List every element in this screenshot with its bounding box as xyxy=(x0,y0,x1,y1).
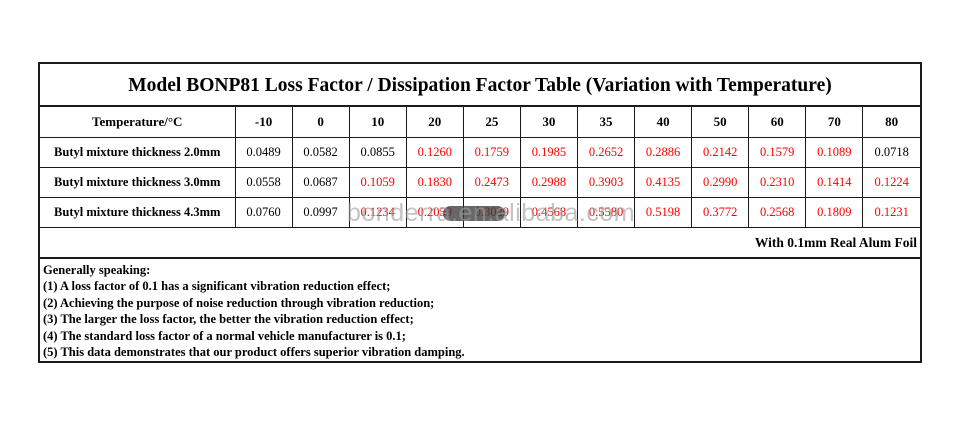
note-line: (3) The larger the loss factor, the bett… xyxy=(43,312,414,326)
note-line: (1) A loss factor of 0.1 has a significa… xyxy=(43,279,391,293)
row-label: Butyl mixture thickness 2.0mm xyxy=(40,136,236,168)
temperature-header-cell: 70 xyxy=(805,107,864,138)
alum-foil-note: With 0.1mm Real Alum Foil xyxy=(40,228,920,259)
table-body: Butyl mixture thickness 2.0mm 0.0489 0.058… xyxy=(40,136,920,228)
value-cell: 0.2886 xyxy=(634,136,693,168)
value-cell: 0.1579 xyxy=(748,136,807,168)
value-cell: 0.3029 xyxy=(462,196,521,228)
value-cell: 0.1830 xyxy=(405,166,464,198)
row-label: Butyl mixture thickness 4.3mm xyxy=(40,196,236,228)
temperature-header-row: Temperature/°C -10 0 10 20 25 30 35 40 50 60 70 80 xyxy=(40,107,920,138)
temperature-header-cell: 35 xyxy=(576,107,636,138)
temperature-header-cell: 10 xyxy=(348,107,407,138)
value-cell: 0.1985 xyxy=(519,136,578,168)
temperature-header-cell: 80 xyxy=(862,107,920,138)
notes-section: Generally speaking: (1) A loss factor of… xyxy=(40,259,920,361)
value-cell: 0.4135 xyxy=(634,166,693,198)
value-cell: 0.1234 xyxy=(348,196,407,228)
temperature-header-cell: 20 xyxy=(405,107,464,138)
temperature-header-cell: 40 xyxy=(634,107,693,138)
note-line: (5) This data demonstrates that our prod… xyxy=(43,345,465,359)
temperature-header-label: Temperature/°C xyxy=(40,107,236,138)
value-cell: 0.4568 xyxy=(519,196,578,228)
temperature-header-cell: 0 xyxy=(291,107,350,138)
value-cell: 0.0687 xyxy=(291,166,350,198)
value-cell: 0.2652 xyxy=(576,136,636,168)
table-row: Butyl mixture thickness 4.3mm 0.0760 0.099… xyxy=(40,196,920,228)
value-cell: 0.2142 xyxy=(691,136,750,168)
value-cell: 0.2568 xyxy=(748,196,807,228)
temperature-header-cell: -10 xyxy=(234,107,293,138)
value-cell: 0.3903 xyxy=(576,166,636,198)
value-cell: 0.5580 xyxy=(576,196,636,228)
value-cell: 0.5198 xyxy=(634,196,693,228)
note-line: (2) Achieving the purpose of noise reduc… xyxy=(43,295,435,310)
value-cell: 0.0760 xyxy=(234,196,293,228)
loss-factor-table-sheet: Model BONP81 Loss Factor / Dissipation F… xyxy=(38,62,922,363)
value-cell: 0.1089 xyxy=(805,136,864,168)
value-cell: 0.1260 xyxy=(405,136,464,168)
table-row: Butyl mixture thickness 3.0mm 0.0558 0.068… xyxy=(40,166,920,198)
value-cell: 0.2059 xyxy=(405,196,464,228)
temperature-header-cell: 30 xyxy=(519,107,578,138)
table-title: Model BONP81 Loss Factor / Dissipation F… xyxy=(40,64,920,107)
value-cell: 0.0718 xyxy=(862,136,920,168)
value-cell: 0.1224 xyxy=(862,166,920,198)
value-cell: 0.3772 xyxy=(691,196,750,228)
value-cell: 0.2473 xyxy=(462,166,521,198)
value-cell: 0.2988 xyxy=(519,166,578,198)
note-line: (4) The standard loss factor of a normal… xyxy=(43,328,406,343)
value-cell: 0.0582 xyxy=(291,136,350,168)
notes-heading: Generally speaking: xyxy=(43,262,151,277)
value-cell: 0.1414 xyxy=(805,166,864,198)
value-cell: 0.0855 xyxy=(348,136,407,168)
value-cell: 0.1809 xyxy=(805,196,864,228)
value-cell: 0.0997 xyxy=(291,196,350,228)
value-cell: 0.1759 xyxy=(462,136,521,168)
value-cell: 0.1231 xyxy=(862,196,920,228)
row-label: Butyl mixture thickness 3.0mm xyxy=(40,166,236,198)
value-cell: 0.0489 xyxy=(234,136,293,168)
value-cell: 0.1059 xyxy=(348,166,407,198)
loss-factor-table: Temperature/°C -10 0 10 20 25 30 35 40 50 60 70 80 … xyxy=(40,107,920,228)
value-cell: 0.2310 xyxy=(748,166,807,198)
temperature-header-cell: 25 xyxy=(462,107,521,138)
value-cell: 0.2990 xyxy=(691,166,750,198)
table-row: Butyl mixture thickness 2.0mm 0.0489 0.058… xyxy=(40,136,920,168)
value-cell: 0.0558 xyxy=(234,166,293,198)
temperature-header-cell: 60 xyxy=(748,107,807,138)
temperature-header-cell: 50 xyxy=(691,107,750,138)
